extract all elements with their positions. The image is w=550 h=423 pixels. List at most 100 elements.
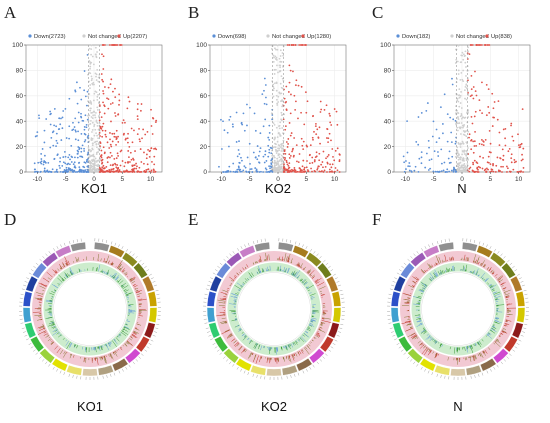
point-up — [474, 131, 476, 133]
point-down — [63, 161, 65, 163]
scale-tick — [294, 374, 295, 377]
point-up — [488, 112, 490, 114]
point-up — [311, 157, 313, 159]
y-tick-label: 100 — [196, 42, 207, 49]
point-up — [101, 150, 103, 152]
point-up — [471, 116, 473, 118]
point-not-changed — [95, 144, 97, 146]
point-up — [127, 161, 129, 163]
point-up — [128, 146, 130, 148]
point-up — [153, 156, 155, 158]
point-not-changed — [273, 57, 275, 59]
point-down — [53, 124, 55, 126]
point-up — [488, 88, 490, 90]
point-up — [337, 169, 339, 171]
point-up — [117, 152, 119, 154]
point-not-changed — [90, 120, 92, 122]
point-down — [425, 110, 427, 112]
point-up — [511, 161, 513, 163]
point-not-changed — [463, 130, 465, 132]
point-not-changed — [277, 49, 279, 51]
point-up — [316, 128, 318, 130]
scale-tick — [56, 369, 57, 372]
point-down — [67, 156, 69, 158]
point-not-changed — [92, 159, 94, 161]
point-down — [50, 113, 52, 115]
point-up — [117, 136, 119, 138]
point-down — [409, 165, 411, 167]
legend-marker — [485, 34, 488, 37]
point-up — [104, 134, 106, 136]
point-up — [141, 103, 143, 105]
point-up — [124, 171, 126, 173]
point-up — [101, 116, 103, 118]
point-down — [72, 129, 74, 131]
point-up — [155, 171, 157, 173]
point-down — [78, 171, 80, 173]
point-up — [99, 119, 101, 121]
point-not-changed — [463, 143, 465, 145]
point-up — [288, 162, 290, 164]
point-not-changed — [91, 112, 93, 114]
point-down — [264, 119, 266, 121]
point-down — [403, 155, 405, 157]
scale-tick — [126, 367, 128, 370]
scale-tick — [441, 375, 442, 378]
point-not-changed — [464, 89, 466, 91]
scale-tick — [399, 347, 402, 349]
point-up — [288, 64, 290, 66]
point-down — [264, 103, 266, 105]
point-not-changed — [281, 87, 283, 89]
scale-tick — [389, 294, 392, 295]
chromosome-segment — [516, 291, 525, 306]
point-up — [325, 166, 327, 168]
point-down — [270, 162, 272, 164]
point-up — [320, 164, 322, 166]
scale-tick — [310, 249, 312, 252]
point-up — [113, 158, 115, 160]
point-up — [101, 154, 103, 156]
point-not-changed — [89, 68, 91, 70]
point-down — [75, 91, 77, 93]
point-down — [451, 141, 453, 143]
point-down — [78, 166, 80, 168]
point-up — [291, 169, 293, 171]
point-down — [49, 111, 51, 113]
point-up — [329, 122, 331, 124]
point-up — [127, 137, 129, 139]
point-up — [518, 146, 520, 148]
point-down — [72, 122, 74, 124]
y-tick-label: 60 — [16, 93, 24, 100]
point-not-changed — [462, 116, 464, 118]
scale-tick — [490, 369, 491, 372]
scale-tick — [331, 347, 334, 349]
y-tick-label: 0 — [203, 169, 207, 176]
point-up — [489, 130, 491, 132]
point-not-changed — [279, 133, 281, 135]
scale-tick — [404, 353, 406, 355]
point-not-changed — [462, 170, 464, 172]
point-up — [291, 171, 293, 173]
point-down — [52, 131, 54, 133]
point-up — [284, 98, 286, 100]
point-not-changed — [467, 131, 469, 133]
point-not-changed — [461, 52, 463, 54]
point-up — [470, 148, 472, 150]
point-up — [116, 130, 118, 132]
point-not-changed — [467, 147, 469, 149]
chromosome-segment — [66, 365, 82, 375]
scale-tick — [501, 362, 503, 364]
point-up — [476, 162, 478, 164]
point-not-changed — [276, 81, 278, 83]
point-not-changed — [465, 51, 467, 53]
point-not-changed — [277, 72, 279, 74]
scale-tick — [40, 259, 42, 261]
point-down — [265, 84, 267, 86]
scale-tick — [417, 251, 419, 253]
point-up — [110, 78, 112, 80]
point-not-changed — [89, 123, 91, 125]
point-up — [300, 112, 302, 114]
point-not-changed — [280, 112, 282, 114]
point-up — [500, 158, 502, 160]
point-up — [475, 111, 477, 113]
